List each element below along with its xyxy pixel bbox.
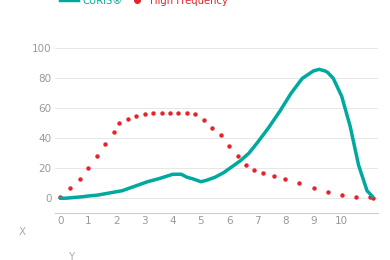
Text: Y: Y — [67, 252, 74, 260]
Legend: CURIS®, High Frequency: CURIS®, High Frequency — [57, 0, 232, 10]
Text: X: X — [19, 227, 26, 237]
